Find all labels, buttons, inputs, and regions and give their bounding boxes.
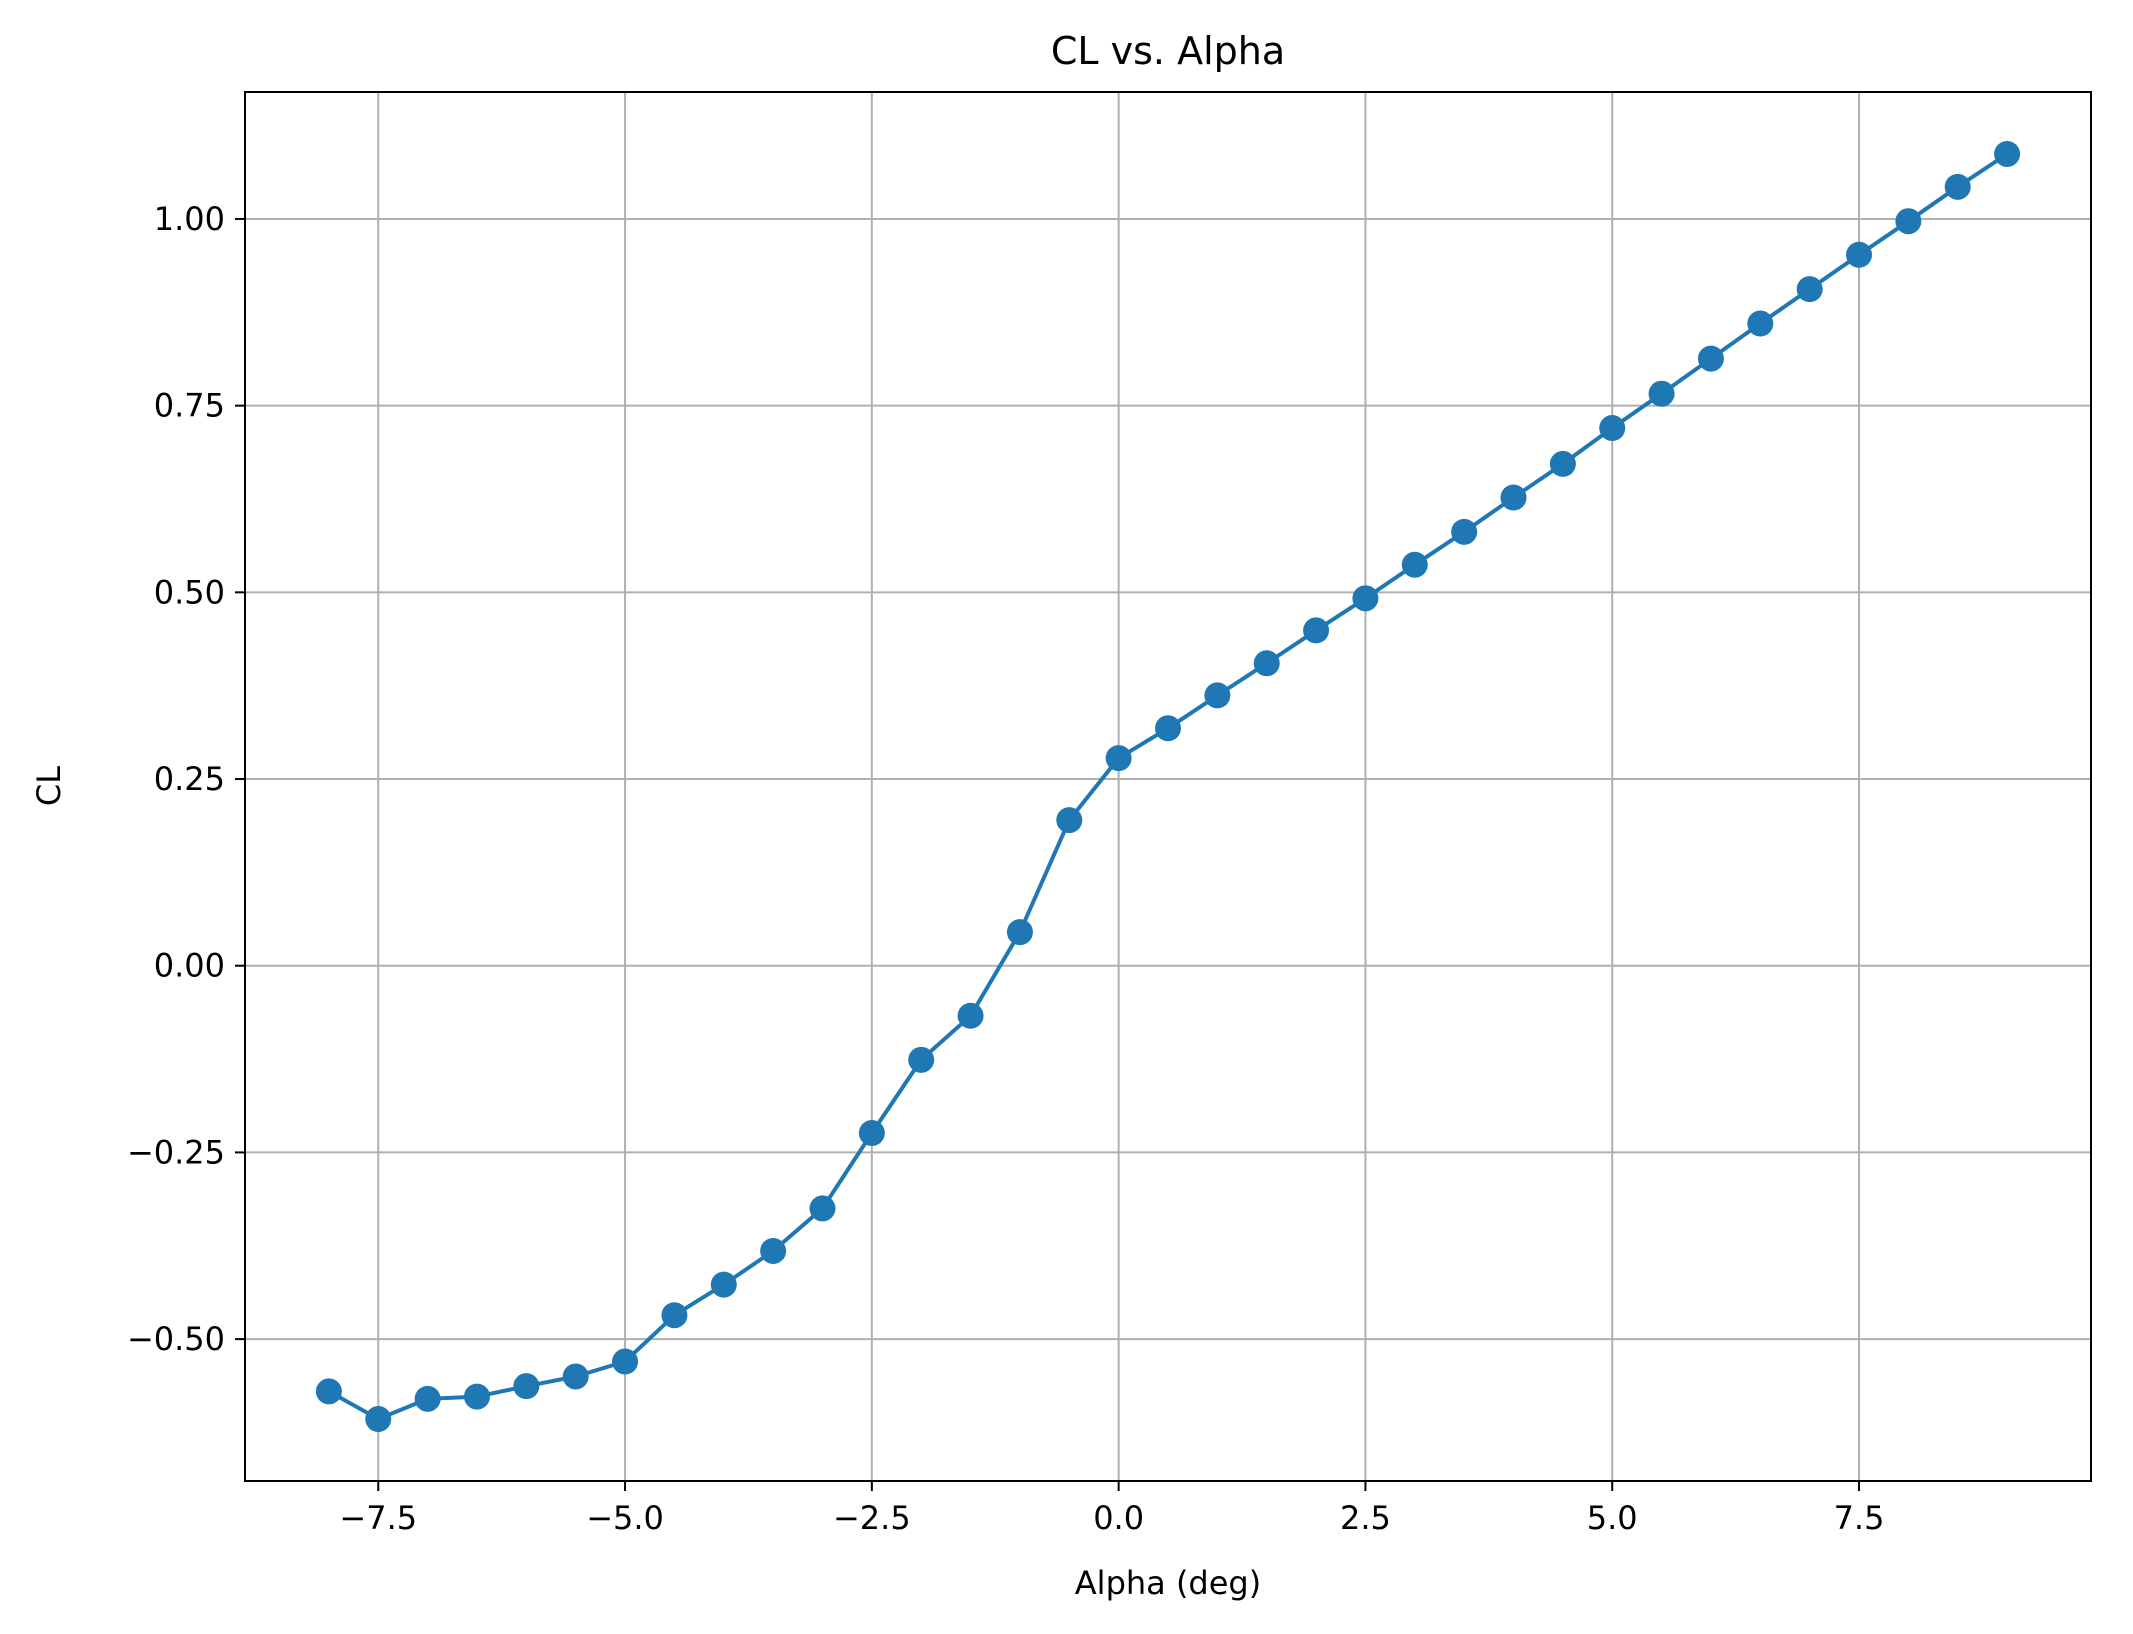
data-point (1155, 715, 1181, 742)
data-point (1648, 380, 1675, 407)
y-tick-label: 0.25 (154, 760, 225, 798)
data-point (1105, 745, 1132, 772)
ticks: −7.5 −5.0 −2.5 0.0 2.5 5.0 7.5 −0.50 −0.25 0.00 0.… (127, 200, 1885, 1537)
data-point (562, 1363, 589, 1390)
data-point (809, 1195, 836, 1222)
data-point (365, 1406, 392, 1433)
plot-frame (244, 91, 2092, 1482)
data-point (710, 1271, 737, 1298)
x-tick-label: 0.0 (1093, 1499, 1144, 1537)
data-point (1056, 807, 1083, 834)
data-point (315, 1378, 342, 1405)
x-tick-label: 7.5 (1834, 1499, 1885, 1537)
data-point (1352, 585, 1379, 612)
data-point (1944, 173, 1971, 200)
data-point (1994, 140, 2021, 167)
data-point (1796, 276, 1823, 303)
x-tick-label: −7.5 (339, 1499, 417, 1537)
data-point (1253, 650, 1280, 677)
data-point (1895, 208, 1922, 235)
data-point (1451, 518, 1478, 545)
data-point (1006, 919, 1033, 946)
x-tick-label: −2.5 (833, 1499, 911, 1537)
data-point (513, 1373, 540, 1400)
data-point (463, 1383, 490, 1410)
data-point (612, 1348, 639, 1375)
data-point (1500, 484, 1527, 511)
y-tick-label: 0.75 (154, 387, 225, 425)
y-tick-label: 0.00 (154, 947, 225, 985)
data-point (957, 1002, 984, 1029)
data-point (1846, 241, 1873, 268)
grid (245, 92, 2091, 1481)
data-point (661, 1302, 688, 1329)
data-point (1204, 682, 1231, 709)
data-point (908, 1046, 935, 1073)
data-point (1401, 551, 1428, 578)
series-group (315, 140, 2021, 1433)
x-tick-label: −5.0 (586, 1499, 664, 1537)
data-point (1599, 415, 1626, 442)
data-point (760, 1237, 787, 1264)
x-axis-title: Alpha (deg) (1075, 1564, 1261, 1602)
x-tick-label: 5.0 (1587, 1499, 1638, 1537)
y-tick-label: −0.25 (127, 1133, 225, 1171)
x-tick-label: 2.5 (1340, 1499, 1391, 1537)
data-point (414, 1385, 441, 1412)
y-tick-label: −0.50 (127, 1320, 225, 1358)
y-axis-title: CL (30, 766, 68, 806)
chart-title: CL vs. Alpha (1051, 29, 1285, 73)
data-point (1549, 450, 1576, 477)
y-tick-label: 0.50 (154, 573, 225, 611)
data-point (1697, 345, 1724, 372)
data-point (1747, 310, 1774, 337)
y-tick-label: 1.00 (154, 200, 225, 238)
data-point (1303, 617, 1330, 644)
data-point (858, 1120, 885, 1147)
